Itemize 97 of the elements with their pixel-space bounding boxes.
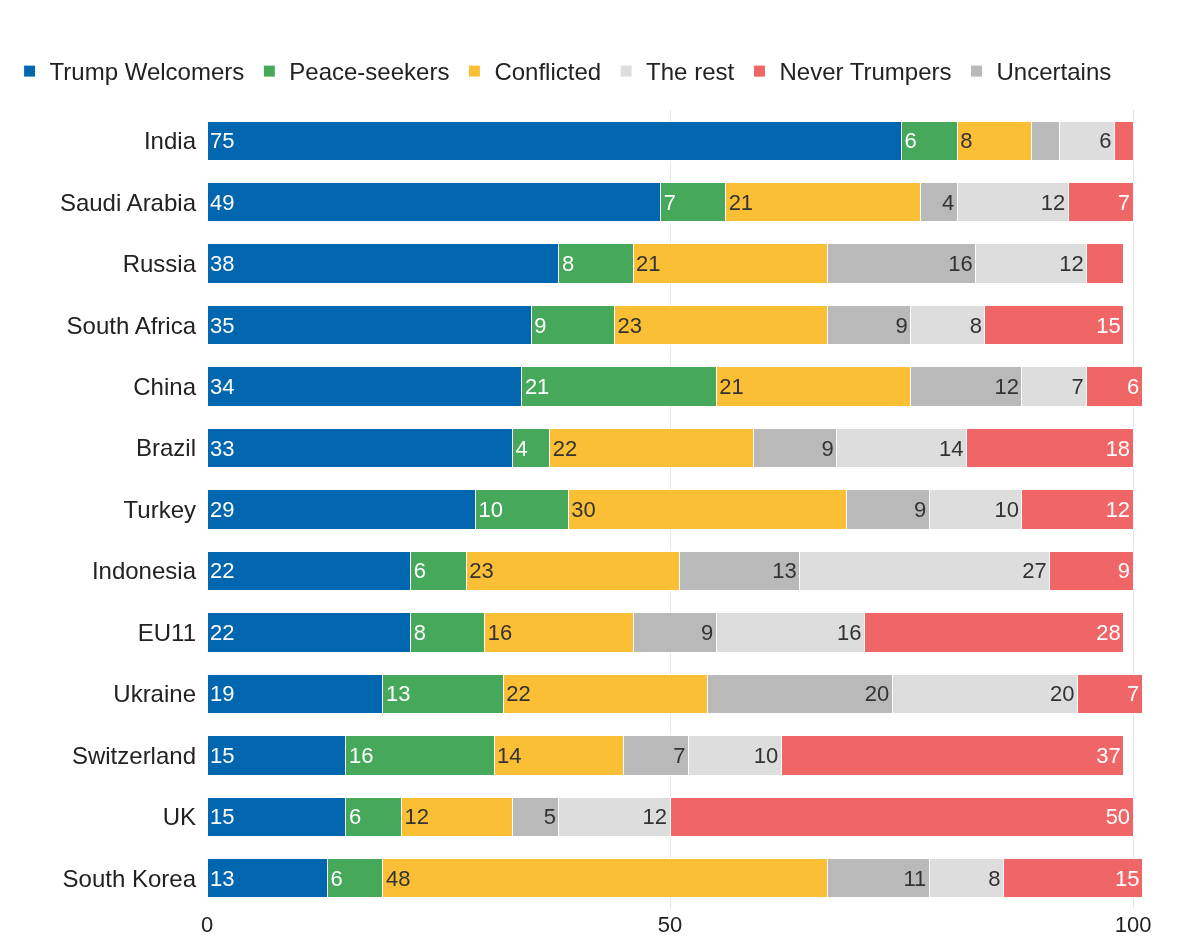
y-tick-label: Turkey — [123, 495, 196, 523]
data-label: 50 — [1105, 804, 1131, 830]
y-tick-label: India — [143, 127, 197, 155]
data-label: 23 — [617, 312, 642, 338]
data-label: 34 — [210, 374, 235, 400]
data-label: 35 — [210, 312, 235, 338]
data-label: 22 — [210, 619, 235, 645]
x-tick-label: 100 — [1114, 912, 1152, 937]
data-label: 48 — [385, 865, 411, 891]
data-label: 10 — [753, 742, 779, 768]
data-label: 23 — [469, 558, 494, 584]
data-label: 16 — [948, 251, 973, 277]
data-label: 29 — [210, 497, 235, 522]
y-tick-label: China — [133, 372, 197, 400]
y-tick-label: UK — [162, 803, 196, 831]
data-label: 6 — [330, 865, 343, 891]
data-label: 4 — [515, 435, 528, 461]
x-tick-label: 0 — [200, 912, 214, 937]
legend-label: Uncertains — [996, 58, 1112, 86]
data-label: 13 — [772, 558, 797, 584]
y-tick-label: Russia — [122, 250, 197, 278]
data-label: 15 — [210, 804, 235, 830]
y-tick-label: EU11 — [137, 618, 196, 646]
data-label: 75 — [210, 128, 235, 154]
legend-label: Never Trumpers — [779, 58, 952, 86]
data-label: 11 — [903, 865, 927, 891]
data-label: 13 — [385, 681, 411, 707]
data-label: 9 — [1117, 558, 1131, 584]
data-label: 16 — [348, 742, 374, 768]
y-tick-label: Saudi Arabia — [59, 188, 197, 216]
data-label: 20 — [1050, 681, 1075, 707]
data-label: 9 — [701, 619, 714, 645]
data-label: 6 — [1099, 128, 1112, 154]
data-label: 19 — [210, 681, 235, 707]
y-tick-label: Switzerland — [71, 741, 196, 769]
data-label: 5 — [543, 804, 556, 830]
data-label: 14 — [497, 742, 522, 768]
x-tick-label: 50 — [657, 912, 683, 937]
data-label: 20 — [864, 681, 890, 707]
data-label: 7 — [663, 189, 677, 215]
legend-label: Conflicted — [494, 58, 602, 86]
data-label: 38 — [210, 251, 235, 277]
data-label: 18 — [1105, 435, 1131, 461]
data-label: 12 — [404, 804, 429, 830]
data-label: 15 — [210, 742, 235, 768]
data-label: 8 — [413, 619, 426, 645]
data-label: 22 — [552, 435, 578, 461]
data-label: 12 — [1040, 189, 1066, 215]
data-label: 7 — [1117, 189, 1131, 215]
data-label: 37 — [1096, 742, 1121, 768]
data-label: 13 — [210, 865, 235, 891]
data-label: 21 — [636, 251, 661, 277]
y-tick-label: Indonesia — [91, 557, 197, 585]
data-label: 21 — [524, 374, 550, 400]
data-label: 15 — [1096, 312, 1121, 338]
data-label: 6 — [1127, 374, 1140, 400]
data-label: 9 — [914, 497, 927, 522]
y-tick-label: Brazil — [135, 434, 196, 462]
data-label: 49 — [210, 189, 235, 215]
data-label: 7 — [1071, 374, 1084, 400]
data-label: 22 — [210, 558, 235, 584]
data-label: 33 — [210, 435, 235, 461]
legend-label: Trump Welcomers — [49, 58, 245, 86]
data-label: 21 — [719, 374, 744, 400]
data-label: 14 — [938, 435, 964, 461]
data-label: 7 — [1127, 681, 1140, 707]
data-label: 16 — [837, 619, 862, 645]
data-label: 9 — [534, 312, 547, 338]
data-label: 15 — [1114, 865, 1140, 891]
data-label: 12 — [642, 804, 668, 830]
legend-label: Peace-seekers — [289, 58, 450, 86]
data-label: 12 — [1059, 251, 1084, 277]
data-label: 22 — [506, 681, 531, 707]
data-label: 8 — [988, 865, 1001, 891]
data-label: 10 — [994, 497, 1019, 522]
data-label: 6 — [348, 804, 362, 830]
data-label: 28 — [1096, 619, 1121, 645]
data-label: 6 — [413, 558, 426, 584]
data-label: 9 — [821, 435, 834, 461]
legend-label: The rest — [646, 58, 735, 86]
y-tick-label: Ukraine — [113, 680, 196, 708]
data-label: 10 — [478, 497, 504, 522]
y-tick-label: South Korea — [62, 864, 197, 892]
data-label: 8 — [960, 128, 973, 154]
data-label: 8 — [561, 251, 575, 277]
data-label: 16 — [487, 619, 513, 645]
data-label: 8 — [969, 312, 982, 338]
data-label: 4 — [941, 189, 955, 215]
data-label: 6 — [904, 128, 917, 154]
y-tick-label: South Africa — [66, 311, 197, 339]
data-label: 21 — [728, 189, 754, 215]
data-label: 12 — [1105, 497, 1131, 522]
data-label: 30 — [571, 497, 596, 522]
data-label: 7 — [673, 742, 686, 768]
data-label: 9 — [895, 312, 908, 338]
data-label: 12 — [994, 374, 1019, 400]
data-label: 27 — [1022, 558, 1047, 584]
